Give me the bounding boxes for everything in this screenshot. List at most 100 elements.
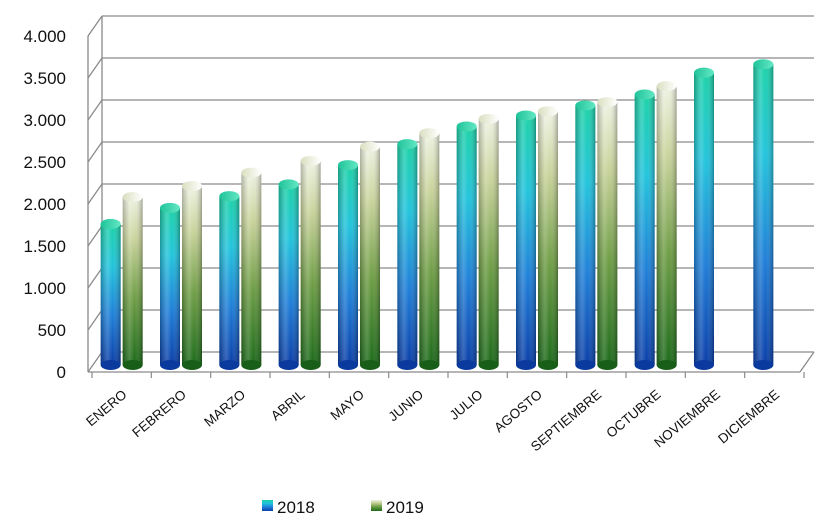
bar-shading — [694, 72, 714, 366]
gridline-depth — [87, 15, 103, 37]
bar-cap — [300, 155, 321, 166]
bar-2018-febrero — [160, 202, 180, 370]
y-tick-label: 500 — [38, 321, 66, 340]
legend-label: 2018 — [277, 498, 315, 517]
legend-swatch — [262, 500, 273, 511]
bar-bottom — [538, 360, 558, 370]
bar-2018-octubre — [634, 89, 655, 370]
y-tick-label: 4.000 — [23, 27, 66, 46]
bar-2018-agosto — [516, 110, 536, 370]
y-tick-label: 2.000 — [23, 195, 66, 214]
bar-bottom — [122, 360, 143, 370]
x-tick-label: ENERO — [83, 387, 129, 429]
bar-shading — [753, 64, 774, 365]
bar-shading — [278, 184, 299, 365]
bar-2018-diciembre — [753, 59, 774, 370]
bar-cap — [597, 97, 618, 108]
bar-bottom — [753, 360, 774, 370]
x-tick-labels: ENERO FEBRERO MARZO ABRIL MAYO JUNIO JULIO AGOS… — [83, 387, 782, 455]
bar-cap — [478, 113, 499, 124]
bar-bottom — [456, 360, 477, 370]
bar-2019-marzo — [241, 167, 262, 370]
bar-cap — [634, 89, 655, 100]
bar-bottom — [575, 360, 596, 370]
bar-2019-mayo — [360, 141, 380, 370]
bar-shading — [597, 102, 618, 365]
x-tick-label: ABRIL — [268, 387, 308, 424]
bar-bottom — [338, 360, 358, 370]
x-tick-label: NOVIEMBRE — [651, 387, 723, 451]
bar-cap — [241, 167, 262, 178]
legend-label: 2019 — [386, 498, 424, 517]
bar-shading — [538, 111, 558, 365]
x-tick-label: MAYO — [328, 387, 367, 423]
gridline-depth — [87, 141, 103, 163]
x-tick-label: JULIO — [447, 387, 486, 423]
y-tick-labels: 0 500 1.000 1.500 2.000 2.500 3.000 3.500 4.000 — [23, 27, 66, 382]
x-tick-label: MARZO — [201, 387, 248, 430]
bar-2019-julio — [478, 113, 499, 370]
bar-2018-julio — [456, 121, 477, 370]
bar-cap — [100, 218, 121, 229]
bar-cap — [360, 141, 380, 152]
bar-2019-agosto — [538, 106, 558, 370]
bar-cap — [516, 110, 536, 121]
bar-2019-junio — [419, 128, 440, 370]
bar-shading — [360, 146, 380, 365]
y-tick-label: 1.500 — [23, 237, 66, 256]
bar-2019-enero — [122, 192, 143, 370]
bar-cap — [397, 139, 418, 150]
bar-bottom — [160, 360, 180, 370]
bar-shading — [100, 223, 121, 365]
bar-2018-noviembre — [694, 67, 714, 370]
gridline-depth — [87, 309, 103, 331]
bar-cap — [219, 191, 240, 202]
y-tick-label: 0 — [57, 363, 66, 382]
gridline-depth — [87, 183, 103, 205]
bar-cap — [182, 181, 202, 192]
bar-2019-abril — [300, 155, 321, 370]
bar-2018-marzo — [219, 191, 240, 370]
legend-swatch — [371, 500, 382, 511]
axes — [87, 16, 815, 378]
bar-bottom — [656, 360, 677, 370]
legend: 2018 2019 — [262, 498, 424, 517]
gridline-depth — [87, 351, 103, 373]
bar-shading — [478, 118, 499, 365]
bar-cap — [656, 81, 677, 92]
bar-bottom — [694, 360, 714, 370]
bar-cap — [160, 202, 180, 213]
gridline-depth — [87, 225, 103, 247]
bar-cap — [278, 179, 299, 190]
legend-item-2019: 2019 — [371, 498, 424, 517]
bar-shading — [419, 133, 440, 365]
floor-right-edge — [799, 351, 815, 373]
bar-bottom — [219, 360, 240, 370]
bar-shading — [656, 86, 677, 366]
bar-bottom — [516, 360, 536, 370]
bar-bottom — [278, 360, 299, 370]
y-tick-label: 3.500 — [23, 69, 66, 88]
x-tick-label: AGOSTO — [491, 387, 545, 435]
y-tick-label: 3.000 — [23, 111, 66, 130]
bar-bottom — [597, 360, 618, 370]
bar-cap — [575, 100, 596, 111]
bar-cap — [753, 59, 774, 70]
bar-bottom — [241, 360, 262, 370]
bar-bottom — [397, 360, 418, 370]
bar-cap — [456, 121, 477, 132]
bar-shading — [634, 94, 655, 366]
bar-2018-enero — [100, 218, 121, 370]
bar-2019-octubre — [656, 81, 677, 370]
bar-shading — [338, 165, 358, 365]
bar-shading — [241, 172, 262, 365]
bar-bottom — [360, 360, 380, 370]
bar-shading — [456, 126, 477, 365]
bar-2018-junio — [397, 139, 418, 370]
x-tick-label: JUNIO — [386, 387, 427, 425]
bar-cap — [122, 192, 143, 202]
bar-shading — [122, 197, 143, 365]
bar-bottom — [300, 360, 321, 370]
bar-shading — [397, 144, 418, 365]
